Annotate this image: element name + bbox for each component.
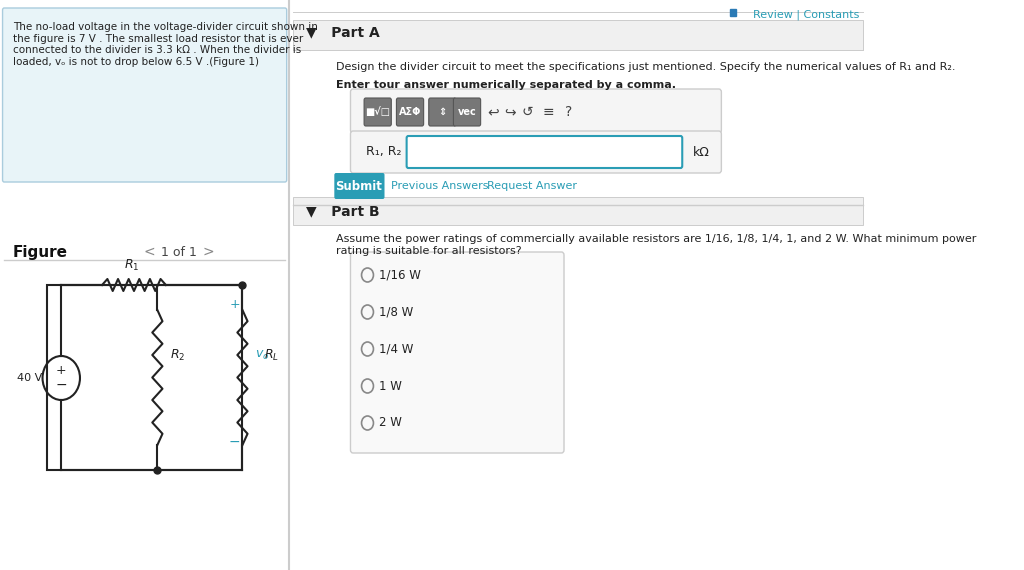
Text: −: − bbox=[55, 378, 67, 392]
Text: ?: ? bbox=[564, 105, 571, 119]
Text: ↪: ↪ bbox=[505, 105, 516, 119]
FancyBboxPatch shape bbox=[350, 131, 721, 173]
FancyBboxPatch shape bbox=[350, 252, 564, 453]
FancyBboxPatch shape bbox=[407, 136, 682, 168]
FancyBboxPatch shape bbox=[2, 8, 287, 182]
Text: ■√□: ■√□ bbox=[366, 107, 390, 117]
FancyBboxPatch shape bbox=[429, 98, 456, 126]
Text: 1 of 1: 1 of 1 bbox=[161, 246, 197, 259]
Text: Figure: Figure bbox=[12, 245, 68, 260]
Text: Request Answer: Request Answer bbox=[487, 181, 578, 191]
Text: ⇕: ⇕ bbox=[438, 107, 446, 117]
Text: 40 V: 40 V bbox=[17, 373, 42, 383]
Text: kΩ: kΩ bbox=[692, 145, 710, 158]
FancyBboxPatch shape bbox=[365, 98, 391, 126]
FancyBboxPatch shape bbox=[454, 98, 480, 126]
Text: ≡: ≡ bbox=[543, 105, 555, 119]
Text: Enter tour answer numerically separated by a comma.: Enter tour answer numerically separated … bbox=[336, 80, 676, 90]
Text: Submit: Submit bbox=[336, 180, 382, 193]
Text: The no-load voltage in the voltage-divider circuit shown in
the figure is 7 V . : The no-load voltage in the voltage-divid… bbox=[12, 22, 317, 67]
Text: >: > bbox=[203, 245, 214, 259]
FancyBboxPatch shape bbox=[294, 20, 863, 50]
Text: −: − bbox=[228, 435, 240, 449]
Text: 1/8 W: 1/8 W bbox=[379, 306, 413, 319]
Text: $R_2$: $R_2$ bbox=[170, 348, 185, 363]
Text: vec: vec bbox=[458, 107, 476, 117]
FancyBboxPatch shape bbox=[294, 197, 863, 225]
Bar bbox=[730, 9, 736, 16]
Text: Previous Answers: Previous Answers bbox=[391, 181, 488, 191]
Text: $R_1$: $R_1$ bbox=[124, 258, 139, 273]
Text: <: < bbox=[143, 245, 155, 259]
Text: +: + bbox=[56, 364, 67, 377]
Text: Review | Constants: Review | Constants bbox=[753, 10, 859, 21]
Text: ↺: ↺ bbox=[521, 105, 534, 119]
Text: 2 W: 2 W bbox=[379, 417, 401, 430]
Bar bbox=[47, 285, 243, 470]
Text: ▼   Part B: ▼ Part B bbox=[306, 204, 380, 218]
Text: 1 W: 1 W bbox=[379, 380, 401, 393]
Text: ↩: ↩ bbox=[487, 105, 500, 119]
Text: ΑΣΦ: ΑΣΦ bbox=[398, 107, 421, 117]
Text: +: + bbox=[229, 299, 240, 311]
Text: Assume the power ratings of commercially available resistors are 1/16, 1/8, 1/4,: Assume the power ratings of commercially… bbox=[336, 234, 977, 255]
Text: $R_L$: $R_L$ bbox=[264, 348, 279, 363]
Text: ▼   Part A: ▼ Part A bbox=[306, 25, 380, 39]
FancyBboxPatch shape bbox=[396, 98, 424, 126]
Text: 1/4 W: 1/4 W bbox=[379, 343, 413, 356]
Text: R₁, R₂ =: R₁, R₂ = bbox=[366, 145, 416, 158]
Text: $v_o$: $v_o$ bbox=[255, 348, 269, 361]
FancyBboxPatch shape bbox=[350, 89, 721, 133]
Text: Design the divider circuit to meet the specifications just mentioned. Specify th: Design the divider circuit to meet the s… bbox=[336, 62, 955, 72]
Text: 1/16 W: 1/16 W bbox=[379, 268, 421, 282]
FancyBboxPatch shape bbox=[334, 173, 384, 199]
